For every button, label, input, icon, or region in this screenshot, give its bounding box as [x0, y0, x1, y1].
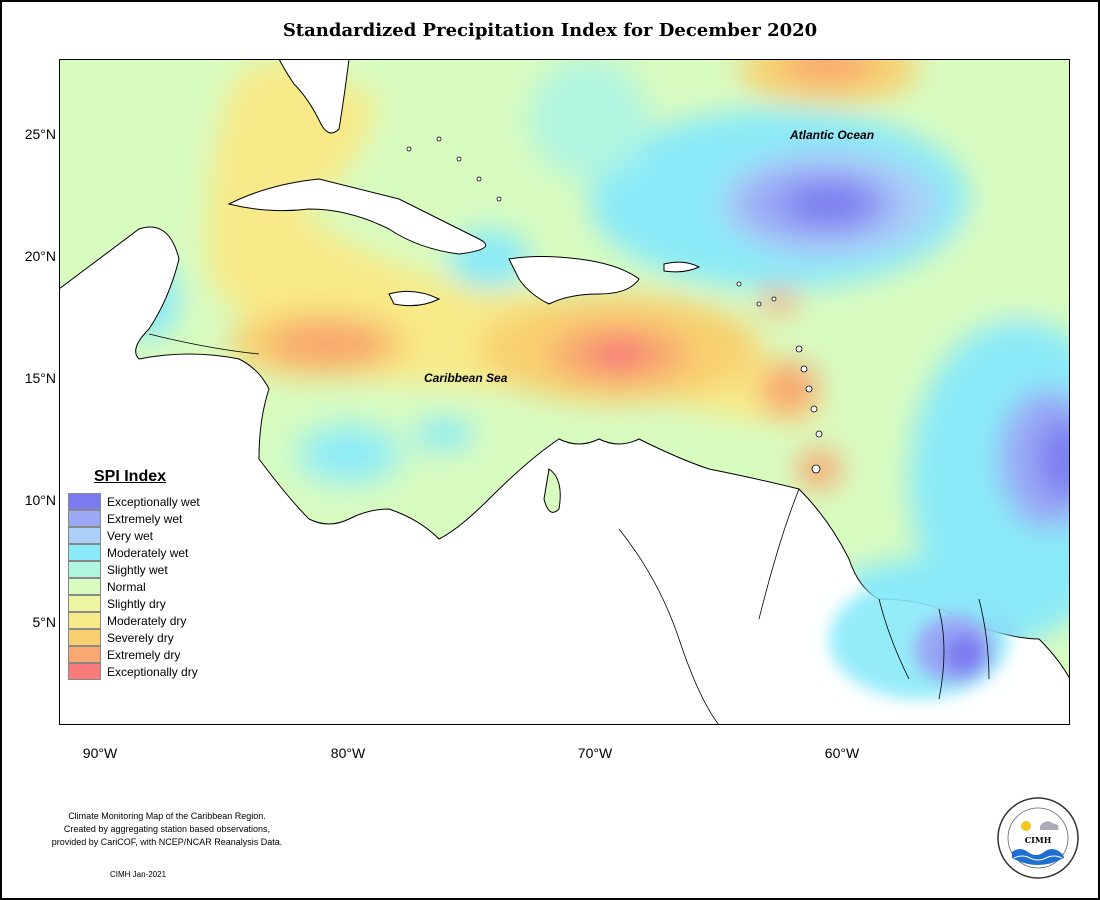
legend-label: Exceptionally wet [107, 494, 200, 509]
atlantic-ocean-label: Atlantic Ocean [790, 128, 875, 142]
legend-item: Exceptionally wet [68, 493, 218, 510]
legend: SPI Index Exceptionally wet Extremely wet… [68, 468, 218, 680]
legend-swatch [68, 510, 101, 527]
lat-label-5: 5°N [32, 614, 57, 630]
lat-label-25: 25°N [24, 126, 56, 142]
legend-swatch [68, 527, 101, 544]
legend-swatch [68, 595, 101, 612]
credit: CIMH Jan-2021 [110, 870, 167, 879]
legend-swatch [68, 663, 101, 680]
legend-label: Exceptionally dry [107, 664, 198, 679]
legend-label: Extremely dry [107, 647, 181, 662]
footnote-line: Climate Monitoring Map of the Caribbean … [68, 811, 266, 821]
footnote: Climate Monitoring Map of the Caribbean … [22, 810, 312, 849]
legend-item: Slightly dry [68, 595, 218, 612]
legend-item: Severely dry [68, 629, 218, 646]
spi-map [59, 59, 1070, 725]
legend-swatch [68, 493, 101, 510]
legend-item: Extremely dry [68, 646, 218, 663]
lon-label-80: 80°W [330, 745, 366, 761]
footnote-line: provided by CariCOF, with NCEP/NCAR Rean… [51, 837, 283, 847]
legend-label: Extremely wet [107, 511, 183, 526]
legend-item: Extremely wet [68, 510, 218, 527]
legend-label: Severely dry [107, 630, 174, 645]
legend-item: Normal [68, 578, 218, 595]
lat-label-15: 15°N [24, 370, 56, 386]
cimh-logo-icon: CIMH [997, 797, 1079, 879]
lat-label-10: 10°N [24, 492, 56, 508]
legend-swatch [68, 544, 101, 561]
logo-text: CIMH [1025, 835, 1052, 845]
legend-item: Slightly wet [68, 561, 218, 578]
footnote-line: Created by aggregating station based obs… [63, 824, 271, 834]
legend-title: SPI Index [94, 468, 167, 485]
legend-swatch [68, 646, 101, 663]
legend-label: Slightly wet [107, 562, 168, 577]
legend-label: Slightly dry [107, 596, 166, 611]
lon-label-90: 90°W [82, 745, 118, 761]
legend-swatch [68, 629, 101, 646]
legend-item: Moderately dry [68, 612, 218, 629]
legend-swatch [68, 612, 101, 629]
lon-label-70: 70°W [577, 745, 613, 761]
legend-item: Moderately wet [68, 544, 218, 561]
lon-label-60: 60°W [824, 745, 860, 761]
legend-label: Very wet [107, 528, 154, 543]
legend-label: Normal [107, 579, 146, 594]
map-title: Standardized Precipitation Index for Dec… [282, 20, 818, 41]
lat-label-20: 20°N [24, 248, 56, 264]
legend-label: Moderately wet [107, 545, 189, 560]
legend-item: Exceptionally dry [68, 663, 218, 680]
legend-swatch [68, 578, 101, 595]
legend-label: Moderately dry [107, 613, 187, 628]
legend-item: Very wet [68, 527, 218, 544]
legend-swatch [68, 561, 101, 578]
caribbean-sea-label: Caribbean Sea [424, 371, 508, 385]
